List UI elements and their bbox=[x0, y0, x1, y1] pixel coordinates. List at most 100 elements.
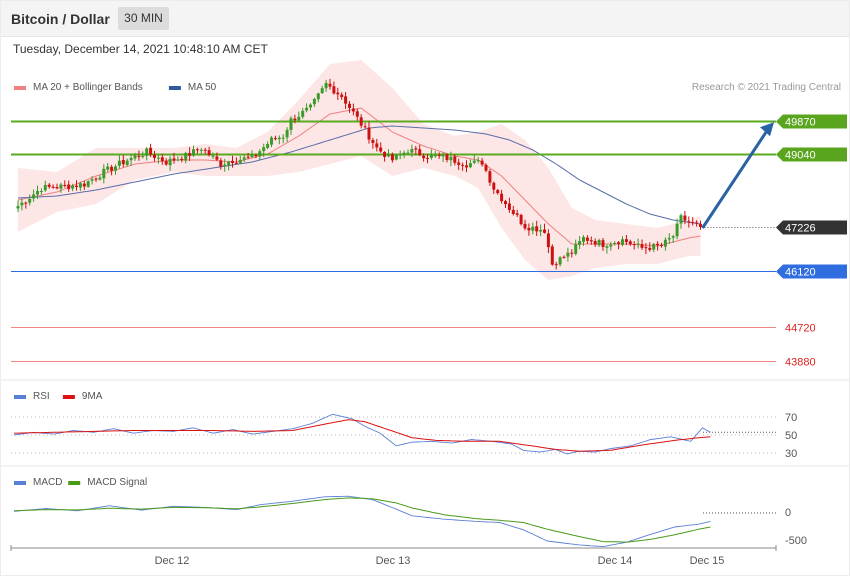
candle bbox=[496, 188, 500, 195]
candle bbox=[250, 150, 254, 158]
candle bbox=[24, 201, 28, 209]
candle bbox=[340, 92, 344, 100]
legend-swatch bbox=[14, 481, 26, 485]
candle bbox=[67, 180, 71, 192]
candle bbox=[82, 180, 86, 190]
timeframe-badge[interactable]: 30 MIN bbox=[118, 7, 169, 30]
legend-label: MA 50 bbox=[188, 82, 217, 93]
candle bbox=[43, 180, 47, 192]
candle bbox=[246, 152, 250, 159]
candle bbox=[383, 151, 387, 162]
candle bbox=[149, 143, 153, 157]
candle bbox=[176, 156, 180, 162]
candle bbox=[367, 121, 371, 144]
candle bbox=[660, 242, 663, 248]
rsi-tick-label: 70 bbox=[785, 412, 797, 424]
candle bbox=[539, 224, 543, 237]
candle bbox=[160, 153, 164, 165]
candle bbox=[114, 164, 117, 175]
candle bbox=[266, 141, 270, 150]
level-tag-46120 bbox=[776, 264, 847, 279]
candle bbox=[422, 153, 426, 162]
macd-line bbox=[13, 495, 711, 548]
candle bbox=[507, 197, 511, 213]
candle bbox=[546, 229, 550, 254]
candle bbox=[110, 164, 114, 176]
legend-label: MACD bbox=[33, 477, 62, 488]
candle bbox=[535, 220, 539, 236]
candle bbox=[328, 78, 332, 90]
level-label-46120: 46120 bbox=[785, 267, 816, 279]
forecast-arrow-head bbox=[760, 122, 774, 137]
candle bbox=[16, 200, 20, 213]
candle bbox=[301, 107, 305, 119]
candle bbox=[238, 155, 242, 165]
candle bbox=[441, 152, 445, 163]
candle bbox=[172, 152, 176, 164]
legend-swatch bbox=[62, 395, 75, 399]
candle bbox=[47, 183, 51, 189]
macd-signal-line bbox=[13, 497, 711, 543]
candle bbox=[461, 162, 465, 171]
candle bbox=[20, 198, 24, 211]
candle bbox=[258, 149, 262, 160]
candle bbox=[188, 147, 192, 161]
candle bbox=[28, 194, 32, 206]
candle bbox=[316, 92, 320, 103]
candle bbox=[406, 149, 410, 155]
candle bbox=[387, 149, 390, 158]
candle bbox=[570, 249, 574, 258]
x-tick-label: Dec 12 bbox=[155, 555, 190, 567]
candle bbox=[609, 241, 613, 251]
candle bbox=[582, 235, 585, 246]
legend-label: MA 20 + Bollinger Bands bbox=[33, 82, 143, 93]
candle bbox=[550, 244, 554, 266]
candle bbox=[593, 238, 597, 247]
legend-label: MACD Signal bbox=[87, 477, 147, 488]
candle bbox=[262, 143, 266, 157]
candle bbox=[285, 127, 289, 143]
level-label-49870: 49870 bbox=[785, 117, 816, 129]
candle bbox=[519, 213, 523, 226]
candle bbox=[359, 114, 363, 129]
candle bbox=[390, 152, 394, 163]
candle bbox=[32, 189, 36, 202]
candle bbox=[129, 154, 133, 167]
candle bbox=[63, 180, 67, 188]
candle bbox=[375, 138, 379, 152]
candle bbox=[90, 176, 94, 185]
legend-swatch bbox=[68, 481, 81, 485]
candle bbox=[527, 223, 531, 236]
candle bbox=[332, 81, 336, 95]
candle bbox=[589, 236, 593, 245]
candle bbox=[320, 85, 324, 94]
candle bbox=[578, 236, 582, 250]
macd-tick-label: -500 bbox=[785, 535, 807, 547]
candle bbox=[348, 100, 351, 113]
candle bbox=[695, 220, 699, 227]
candle bbox=[613, 241, 617, 246]
candle bbox=[211, 152, 215, 160]
ma20-line bbox=[17, 107, 701, 247]
candle bbox=[277, 135, 281, 145]
candle bbox=[344, 91, 348, 109]
candle bbox=[644, 242, 648, 254]
legend-swatch bbox=[168, 86, 181, 90]
candle bbox=[457, 158, 461, 170]
candle bbox=[36, 185, 39, 200]
candle bbox=[683, 211, 687, 225]
level-tag-49870 bbox=[776, 114, 847, 129]
candle bbox=[184, 151, 188, 164]
x-tick-label: Dec 14 bbox=[598, 555, 633, 567]
candle bbox=[51, 184, 55, 189]
candle bbox=[59, 182, 63, 193]
candle bbox=[98, 174, 102, 181]
ma50-line bbox=[17, 125, 701, 225]
candle bbox=[117, 154, 121, 169]
candle bbox=[156, 154, 160, 164]
candle bbox=[554, 261, 558, 270]
candle bbox=[574, 239, 578, 256]
candle bbox=[414, 145, 418, 155]
candle bbox=[141, 151, 145, 159]
